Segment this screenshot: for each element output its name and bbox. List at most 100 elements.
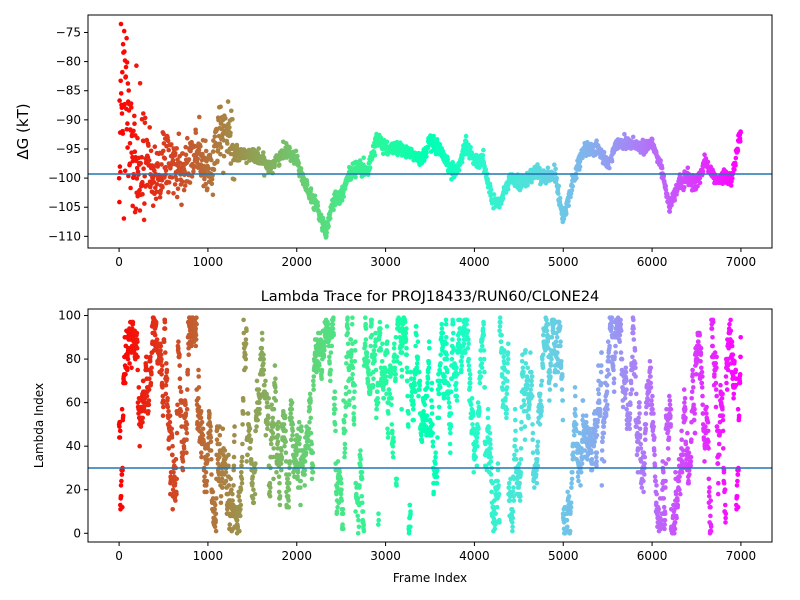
dg-point	[155, 164, 160, 169]
lambda-point	[436, 404, 442, 410]
lambda-point	[310, 470, 316, 475]
lambda-point	[430, 430, 436, 436]
lambda-point	[228, 476, 233, 482]
lambda-point	[404, 352, 410, 358]
lambda-point	[199, 419, 205, 425]
dg-point	[124, 35, 129, 41]
lambda-point	[540, 356, 545, 362]
lambda-point	[185, 367, 191, 373]
lambda-point	[146, 387, 152, 392]
lambda-point	[149, 365, 154, 371]
lambda-point	[407, 502, 413, 508]
lambda-point	[352, 348, 358, 353]
lambda-point	[456, 337, 462, 342]
lambda-point	[300, 463, 305, 469]
lambda-point	[371, 348, 377, 353]
lambda-point	[259, 345, 265, 351]
lambda-point	[137, 443, 142, 449]
lambda-point	[327, 372, 333, 377]
dg-panel: 0 1000 2000 3000 4000 5000 6000 7000 −110−105−1…	[14, 14, 773, 269]
lambda-point	[430, 422, 435, 427]
lambda-point	[238, 507, 243, 512]
lambda-point	[235, 524, 241, 530]
dg-point	[659, 165, 665, 171]
lambda-point	[544, 328, 550, 334]
lambda-point	[356, 517, 361, 523]
lambda-point	[439, 321, 445, 327]
lambda-point	[193, 332, 199, 338]
dg-point	[135, 135, 140, 141]
lambda-point	[241, 411, 246, 416]
lambda-point	[257, 406, 262, 412]
lambda-point	[297, 435, 302, 440]
dg-point	[506, 182, 511, 187]
lambda-point	[283, 428, 288, 434]
lambda-point	[534, 467, 539, 473]
lambda-point	[481, 321, 487, 327]
dg-point	[121, 216, 127, 221]
lambda-point	[557, 319, 562, 325]
dg-point	[159, 162, 164, 167]
dg-point	[227, 125, 232, 130]
lambda-point	[517, 480, 522, 486]
lambda-point	[289, 415, 294, 421]
dg-point	[566, 203, 571, 208]
lambda-point	[511, 476, 517, 482]
lambda-point	[504, 411, 509, 416]
lambda-point	[413, 343, 418, 349]
dg-point	[553, 166, 558, 172]
lambda-point	[461, 341, 467, 347]
lambda-point	[514, 448, 519, 453]
lambda-point	[120, 467, 125, 473]
dg-point	[163, 172, 168, 178]
lambda-point	[204, 483, 209, 488]
lambda-point	[171, 470, 176, 475]
lambda-point	[444, 356, 450, 362]
lambda-point	[425, 385, 430, 390]
lambda-point	[381, 396, 387, 401]
lambda-point	[406, 424, 411, 429]
lambda-point	[183, 426, 189, 432]
lambda-point	[170, 487, 176, 493]
dg-point	[682, 185, 687, 190]
dg-point	[126, 88, 131, 93]
dg-point	[480, 153, 486, 158]
dg-point	[456, 168, 462, 173]
x-tick-label: 2000	[281, 255, 312, 269]
lambda-point	[358, 463, 363, 469]
lambda-point	[243, 341, 249, 347]
lambda-point	[477, 380, 483, 386]
lambda-point	[177, 376, 183, 382]
lambda-point	[492, 526, 498, 532]
lambda-point	[229, 487, 234, 493]
dg-point	[738, 139, 743, 144]
lambda-point	[497, 324, 503, 329]
lambda-point	[528, 350, 533, 355]
lambda-point	[457, 317, 463, 323]
lambda-point	[248, 437, 254, 443]
dg-point	[566, 198, 571, 204]
lambda-point	[429, 398, 434, 403]
lambda-point	[322, 343, 327, 349]
lambda-point	[311, 382, 316, 388]
lambda-point	[530, 450, 536, 456]
dg-point	[209, 181, 215, 187]
lambda-point	[298, 485, 303, 490]
dg-point	[685, 165, 691, 171]
lambda-point	[511, 494, 516, 499]
lambda-point	[176, 345, 181, 351]
lambda-point	[505, 378, 510, 384]
lambda-point	[475, 400, 481, 405]
dg-point	[191, 169, 196, 174]
lambda-point	[334, 491, 339, 497]
lambda-point	[498, 319, 503, 325]
lambda-point	[308, 415, 314, 421]
lambda-point	[580, 398, 586, 403]
dg-point	[150, 203, 156, 208]
lambda-point	[375, 389, 380, 395]
lambda-point	[482, 369, 487, 375]
lambda-point	[553, 382, 558, 388]
dg-point	[210, 149, 216, 154]
lambda-point	[179, 400, 184, 405]
